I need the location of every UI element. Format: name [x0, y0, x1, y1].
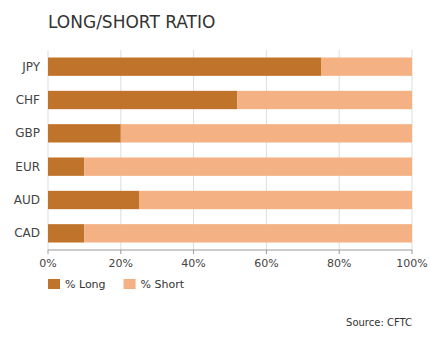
bar	[48, 158, 84, 176]
bar	[237, 91, 412, 109]
tick-label: 60%	[254, 257, 278, 270]
source-note: Source: CFTC	[346, 317, 412, 328]
bar	[84, 224, 412, 242]
bar	[48, 91, 237, 109]
tick-label: 0%	[39, 257, 56, 270]
tick-mark	[412, 250, 413, 254]
grid-line	[266, 50, 267, 250]
title: LONG/SHORT RATIO	[48, 12, 215, 32]
tick-label: 80%	[327, 257, 351, 270]
grid	[48, 50, 412, 250]
legend-swatch	[48, 279, 60, 289]
bar	[84, 158, 412, 176]
bar	[48, 124, 121, 142]
tick-mark	[120, 250, 121, 254]
tick-label: 100%	[396, 257, 427, 270]
tick-mark	[266, 250, 267, 254]
legend-label: % Long	[65, 278, 106, 291]
tick-label: 40%	[181, 257, 205, 270]
category-label: JPY	[21, 60, 41, 74]
grid-line	[339, 50, 340, 250]
tick-mark	[193, 250, 194, 254]
category-label: CAD	[14, 226, 40, 240]
grid-line	[48, 50, 49, 250]
bar	[121, 124, 412, 142]
grid-line	[120, 50, 121, 250]
tick-mark	[339, 250, 340, 254]
category-label: EUR	[15, 160, 40, 174]
category-label: GBP	[15, 126, 40, 140]
category-label: AUD	[14, 193, 40, 207]
legend-swatch	[124, 279, 136, 289]
bar	[139, 191, 412, 209]
bars	[48, 58, 412, 243]
legend: % Long % Short	[48, 278, 185, 291]
grid-line	[193, 50, 194, 250]
bar	[48, 58, 321, 76]
x-axis	[48, 250, 412, 251]
legend-label: % Short	[141, 278, 185, 291]
bar	[321, 58, 412, 76]
category-label: CHF	[16, 93, 40, 107]
tick-mark	[48, 250, 49, 254]
bar	[48, 224, 84, 242]
bar	[48, 191, 139, 209]
chart: LONG/SHORT RATIO 0% 20% 40% 60% 80% 100% CAD AUD…	[0, 0, 430, 342]
tick-label: 20%	[109, 257, 133, 270]
grid-line	[412, 50, 413, 250]
